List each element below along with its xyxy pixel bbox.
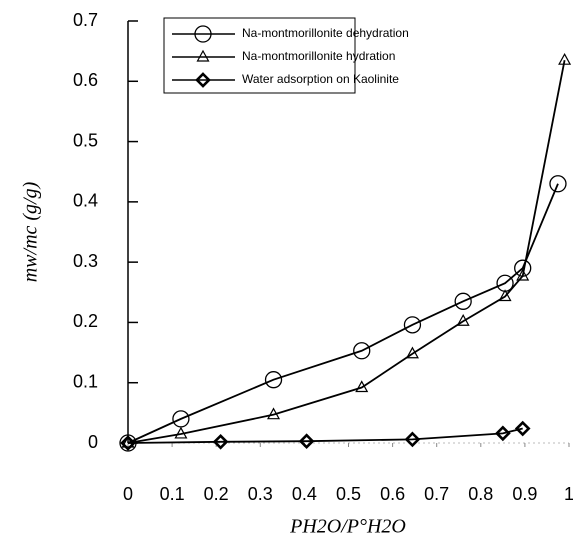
x-tick-label: 0.5 (336, 484, 361, 504)
x-axis-label: PH2O/P°H2O (289, 516, 406, 538)
marker-circle (353, 342, 371, 360)
legend-label: Na-montmorillonite hydration (242, 49, 395, 63)
marker-triangle (355, 380, 369, 393)
marker-triangle (516, 268, 530, 281)
marker-triangle (405, 346, 419, 359)
x-tick-label: 0.4 (292, 484, 317, 504)
x-tick-label: 1 (564, 484, 573, 504)
legend-label: Na-montmorillonite dehydration (242, 26, 409, 40)
y-tick-label: 0.6 (73, 70, 98, 90)
marker-circle (264, 371, 283, 389)
x-tick-label: 0.2 (204, 484, 229, 504)
legend-label: Water adsorption on Kaolinite (242, 72, 399, 86)
y-tick-label: 0.2 (73, 311, 98, 331)
y-tick-label: 0.3 (73, 251, 98, 271)
x-tick-label: 0.3 (248, 484, 273, 504)
marker-circle (549, 175, 567, 193)
marker-circle (194, 25, 212, 43)
marker-diamond (514, 420, 531, 437)
x-tick-label: 0.9 (512, 484, 537, 504)
marker-diamond (298, 433, 315, 450)
y-axis-label: mw/mc (g/g) (20, 181, 42, 282)
y-tick-label: 0 (88, 432, 98, 452)
x-tick-label: 0 (123, 484, 133, 504)
y-tick-label: 0.1 (73, 371, 98, 391)
marker-diamond (212, 433, 229, 450)
marker-triangle (456, 313, 470, 326)
marker-circle (454, 292, 472, 310)
x-tick-label: 0.7 (424, 484, 449, 504)
marker-triangle (121, 435, 135, 448)
x-tick-label: 0.8 (468, 484, 493, 504)
series-line (127, 60, 566, 444)
marker-diamond (120, 435, 136, 451)
marker-triangle (498, 289, 512, 302)
x-tick-label: 0.6 (380, 484, 405, 504)
y-tick-label: 0.5 (73, 130, 98, 150)
marker-diamond (195, 72, 211, 88)
series-line (127, 183, 559, 444)
series-line (127, 427, 523, 444)
marker-circle (403, 316, 422, 334)
marker-triangle (196, 49, 210, 62)
x-tick-label: 0.1 (160, 484, 185, 504)
marker-diamond (495, 425, 511, 442)
marker-triangle (267, 407, 281, 420)
marker-triangle (558, 52, 572, 65)
marker-triangle (174, 426, 188, 439)
y-tick-label: 0.7 (73, 10, 98, 30)
marker-diamond (404, 431, 421, 448)
y-tick-label: 0.4 (73, 191, 98, 211)
